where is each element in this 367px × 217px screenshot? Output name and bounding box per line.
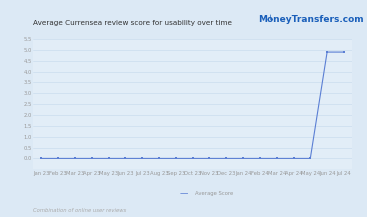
Point	[39, 157, 44, 160]
Point	[106, 157, 112, 160]
Point	[308, 157, 313, 160]
Point	[257, 157, 263, 160]
Text: └: └	[268, 15, 273, 24]
Point	[123, 157, 128, 160]
Text: Combination of online user reviews: Combination of online user reviews	[33, 208, 126, 213]
Point	[173, 157, 179, 160]
Point	[341, 50, 347, 54]
Point	[224, 157, 229, 160]
Point	[72, 157, 78, 160]
Text: Average Score: Average Score	[195, 191, 233, 196]
Text: MoneyTransfers.com: MoneyTransfers.com	[258, 15, 363, 24]
Point	[207, 157, 212, 160]
Point	[89, 157, 95, 160]
Point	[291, 157, 297, 160]
Text: —: —	[179, 189, 188, 198]
Point	[139, 157, 145, 160]
Point	[190, 157, 196, 160]
Point	[240, 157, 246, 160]
Point	[274, 157, 280, 160]
Point	[156, 157, 162, 160]
Text: Average Currensea review score for usability over time: Average Currensea review score for usabi…	[33, 20, 232, 26]
Point	[55, 157, 61, 160]
Point	[324, 50, 330, 54]
